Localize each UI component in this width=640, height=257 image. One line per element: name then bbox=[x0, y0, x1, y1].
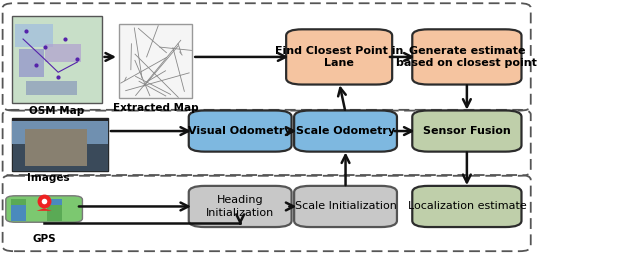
FancyBboxPatch shape bbox=[28, 121, 100, 168]
FancyBboxPatch shape bbox=[189, 111, 292, 152]
Text: Localization estimate: Localization estimate bbox=[408, 201, 526, 212]
FancyBboxPatch shape bbox=[47, 199, 62, 215]
Text: Generate estimate
based on closest point: Generate estimate based on closest point bbox=[396, 46, 538, 68]
Polygon shape bbox=[36, 208, 52, 211]
Text: Sensor Fusion: Sensor Fusion bbox=[423, 126, 511, 136]
FancyBboxPatch shape bbox=[412, 186, 522, 227]
Text: Extracted Map: Extracted Map bbox=[113, 103, 198, 113]
Text: Visual Odometry: Visual Odometry bbox=[188, 126, 292, 136]
FancyBboxPatch shape bbox=[12, 121, 108, 144]
FancyBboxPatch shape bbox=[412, 29, 522, 85]
FancyBboxPatch shape bbox=[25, 129, 87, 166]
FancyBboxPatch shape bbox=[12, 120, 108, 171]
FancyBboxPatch shape bbox=[12, 118, 108, 171]
FancyBboxPatch shape bbox=[19, 49, 44, 77]
Text: Images: Images bbox=[28, 173, 70, 183]
FancyBboxPatch shape bbox=[17, 119, 106, 170]
FancyBboxPatch shape bbox=[15, 24, 53, 47]
Text: Heading
Initialization: Heading Initialization bbox=[206, 195, 275, 218]
FancyBboxPatch shape bbox=[47, 205, 62, 221]
Text: Scale Odometry: Scale Odometry bbox=[296, 126, 395, 136]
FancyBboxPatch shape bbox=[26, 81, 77, 95]
FancyBboxPatch shape bbox=[412, 111, 522, 152]
FancyBboxPatch shape bbox=[286, 29, 392, 85]
FancyBboxPatch shape bbox=[119, 24, 192, 98]
FancyBboxPatch shape bbox=[6, 196, 83, 222]
Text: OSM Map: OSM Map bbox=[29, 106, 84, 116]
FancyBboxPatch shape bbox=[11, 199, 26, 215]
Text: Find Closest Point in
Lane: Find Closest Point in Lane bbox=[275, 46, 403, 68]
FancyBboxPatch shape bbox=[22, 120, 103, 169]
FancyBboxPatch shape bbox=[294, 186, 397, 227]
FancyBboxPatch shape bbox=[294, 111, 397, 152]
FancyBboxPatch shape bbox=[45, 44, 81, 62]
FancyBboxPatch shape bbox=[12, 16, 102, 103]
Text: Scale Initialization: Scale Initialization bbox=[294, 201, 397, 212]
FancyBboxPatch shape bbox=[11, 205, 26, 221]
FancyBboxPatch shape bbox=[189, 186, 292, 227]
Text: GPS: GPS bbox=[32, 234, 56, 244]
